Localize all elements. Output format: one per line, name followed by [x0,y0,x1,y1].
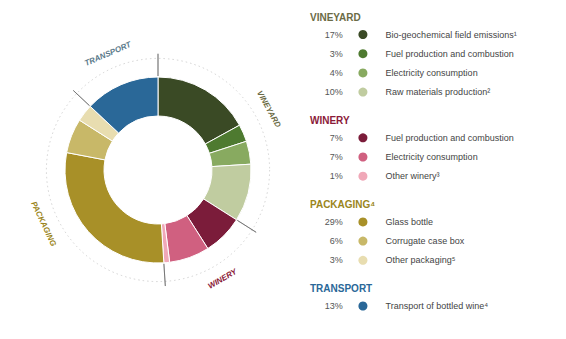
svg-text:7%: 7% [330,152,343,162]
svg-text:Glass bottle: Glass bottle [386,217,434,227]
svg-text:Raw materials production²: Raw materials production² [386,87,491,97]
svg-text:WINERY: WINERY [310,115,350,126]
svg-text:1%: 1% [330,171,343,181]
svg-text:Transport of bottled wine⁴: Transport of bottled wine⁴ [386,301,489,311]
svg-text:Bio-geochemical field emission: Bio-geochemical field emissions¹ [386,30,517,40]
svg-text:Other winery³: Other winery³ [386,171,440,181]
svg-text:Electricity consumption: Electricity consumption [386,68,478,78]
svg-text:TRANSPORT: TRANSPORT [310,283,372,294]
svg-text:29%: 29% [325,217,343,227]
svg-text:17%: 17% [325,30,343,40]
svg-text:Fuel production and combustion: Fuel production and combustion [386,49,514,59]
svg-text:PACKAGING⁴: PACKAGING⁴ [310,199,375,210]
svg-text:PACKAGING: PACKAGING [29,200,58,248]
svg-text:Corrugate case box: Corrugate case box [386,236,465,246]
svg-text:3%: 3% [330,49,343,59]
svg-text:13%: 13% [325,301,343,311]
svg-text:10%: 10% [325,87,343,97]
svg-text:VINEYARD: VINEYARD [310,12,361,23]
svg-text:VINEYARD: VINEYARD [255,89,283,129]
svg-text:3%: 3% [330,255,343,265]
svg-text:Other packaging⁵: Other packaging⁵ [386,255,456,265]
svg-text:WINERY: WINERY [206,267,239,291]
svg-text:TRANSPORT: TRANSPORT [83,40,133,68]
svg-text:Electricity consumption: Electricity consumption [386,152,478,162]
svg-text:4%: 4% [330,68,343,78]
svg-text:Fuel production and combustion: Fuel production and combustion [386,133,514,143]
svg-text:6%: 6% [330,236,343,246]
svg-text:7%: 7% [330,133,343,143]
